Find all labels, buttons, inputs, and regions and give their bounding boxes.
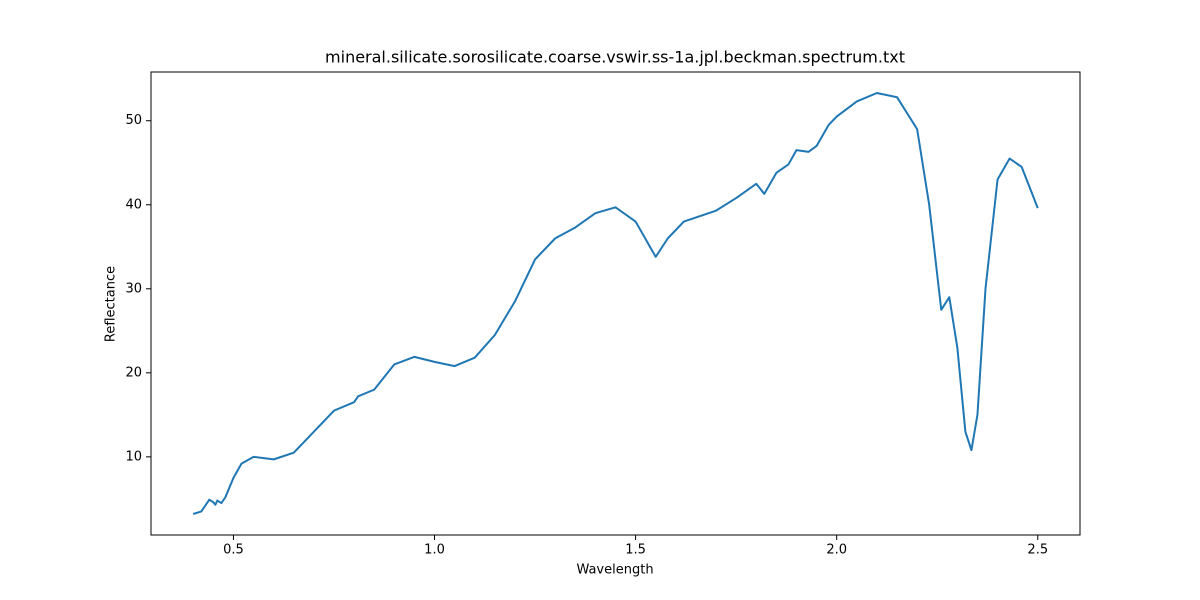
y-tick-label: 30 xyxy=(125,281,142,296)
y-tick-label: 50 xyxy=(125,113,142,128)
x-tick-label: 1.0 xyxy=(424,543,445,558)
x-axis-label: Wavelength xyxy=(576,563,653,578)
y-tick-label: 40 xyxy=(125,197,142,212)
x-tick-label: 0.5 xyxy=(223,543,244,558)
x-tick-label: 2.5 xyxy=(1027,543,1048,558)
y-tick-label: 10 xyxy=(125,449,142,464)
chart-title: mineral.silicate.sorosilicate.coarse.vsw… xyxy=(325,48,905,67)
y-tick-label: 20 xyxy=(125,365,142,380)
x-tick-label: 2.0 xyxy=(826,543,847,558)
plot-frame xyxy=(150,71,1081,536)
x-tick-label: 1.5 xyxy=(625,543,646,558)
spectrum-line xyxy=(192,92,1039,515)
y-axis-label: Reflectance xyxy=(104,266,119,342)
